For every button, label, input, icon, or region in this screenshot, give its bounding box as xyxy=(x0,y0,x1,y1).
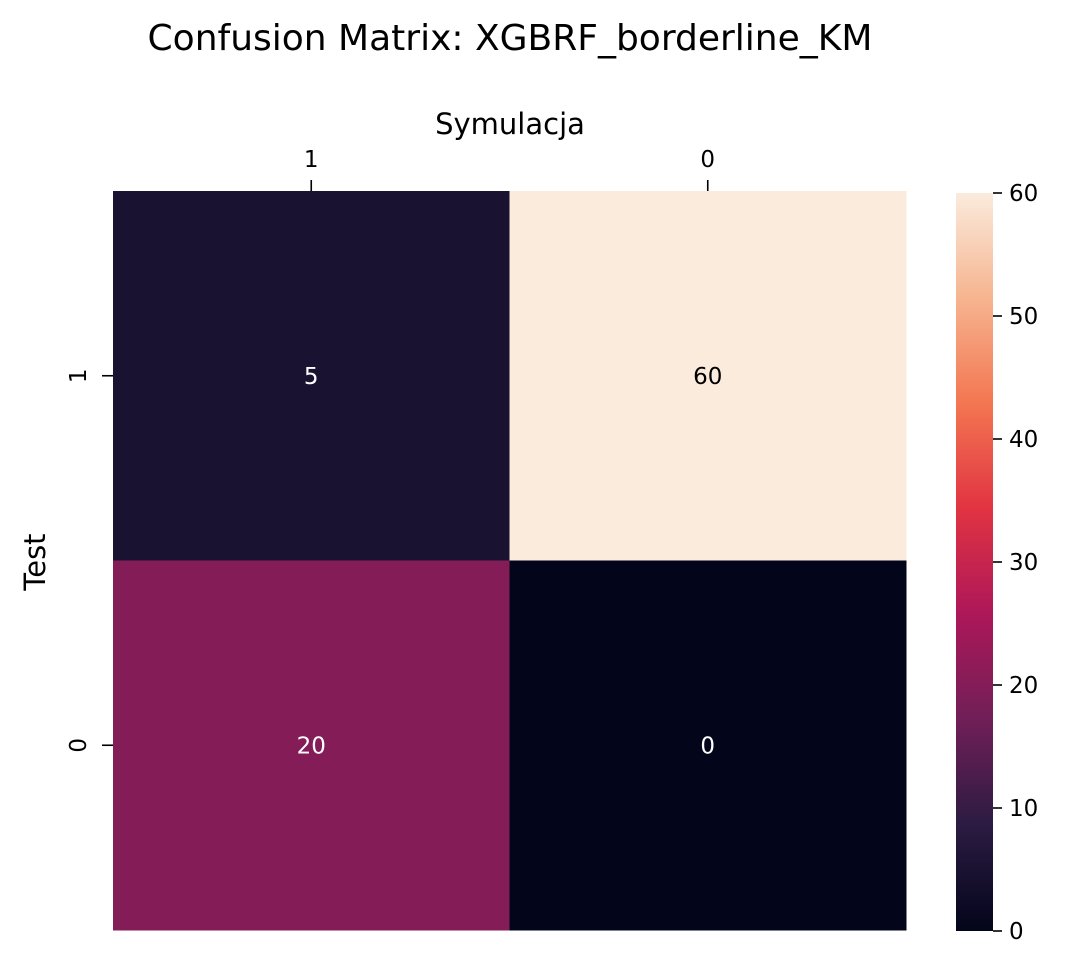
colorbar-tick-label: 50 xyxy=(1009,304,1038,330)
colorbar-tick-label: 60 xyxy=(1009,181,1038,207)
colorbar-tick-label: 20 xyxy=(1009,673,1038,699)
chart-title: Confusion Matrix: XGBRF_borderline_KM xyxy=(148,18,873,59)
heatmap-cells: 5 60 20 0 xyxy=(113,191,907,931)
heatmap-cell xyxy=(113,560,510,931)
cell-value-label: 60 xyxy=(693,364,722,390)
y-tick-label: 1 xyxy=(66,368,92,383)
x-tick-label: 1 xyxy=(304,147,319,173)
cell-value-label: 0 xyxy=(700,733,715,759)
colorbar-gradient xyxy=(956,193,993,931)
colorbar-ticks: 0 10 20 30 40 50 60 xyxy=(993,181,1038,945)
y-tick-label: 0 xyxy=(66,738,92,753)
cell-value-label: 20 xyxy=(297,733,326,759)
colorbar-tick-label: 0 xyxy=(1009,919,1024,945)
colorbar: 0 10 20 30 40 50 60 xyxy=(956,181,1038,945)
x-axis-label: Symulacja xyxy=(435,107,585,141)
colorbar-tick-label: 10 xyxy=(1009,796,1038,822)
colorbar-tick-label: 30 xyxy=(1009,550,1038,576)
y-axis-ticks: 10 xyxy=(66,368,113,753)
heatmap-cell xyxy=(113,191,510,561)
x-tick-label: 0 xyxy=(700,147,715,173)
colorbar-tick-label: 40 xyxy=(1009,427,1038,453)
heatmap-cell xyxy=(509,191,907,561)
heatmap-cell xyxy=(509,560,907,931)
y-axis-label: Test xyxy=(18,533,52,591)
cell-value-label: 5 xyxy=(304,364,319,390)
